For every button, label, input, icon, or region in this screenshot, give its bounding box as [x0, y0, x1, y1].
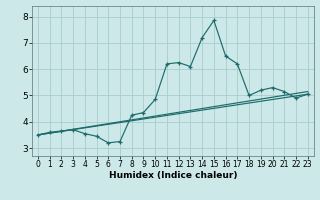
X-axis label: Humidex (Indice chaleur): Humidex (Indice chaleur): [108, 171, 237, 180]
